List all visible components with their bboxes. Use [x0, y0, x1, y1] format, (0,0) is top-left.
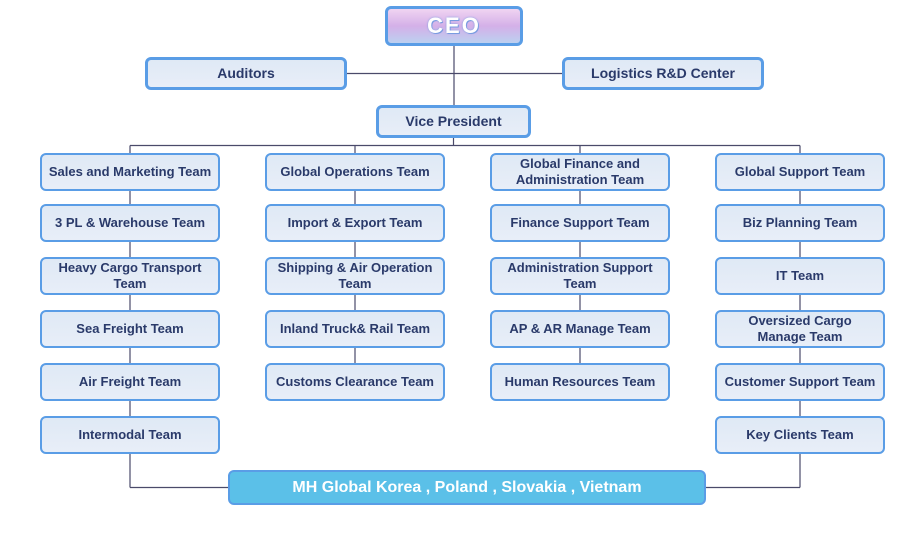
node-dep1: Sales and Marketing Team: [40, 153, 220, 191]
node-vp: Vice President: [376, 105, 531, 138]
node-c1r1: 3 PL & Warehouse Team: [40, 204, 220, 242]
node-label: Import & Export Team: [288, 215, 423, 231]
node-c1r4: Air Freight Team: [40, 363, 220, 401]
node-label: Global Support Team: [735, 164, 866, 180]
node-label: Administration Support Team: [498, 260, 662, 291]
node-label: IT Team: [776, 268, 824, 284]
node-label: Shipping & Air Operation Team: [273, 260, 437, 291]
node-auditors: Auditors: [145, 57, 347, 90]
node-c4r4: Customer Support Team: [715, 363, 885, 401]
node-label: 3 PL & Warehouse Team: [55, 215, 205, 231]
node-bottom: MH Global Korea , Poland , Slovakia , Vi…: [228, 470, 706, 505]
node-label: Human Resources Team: [505, 374, 656, 390]
node-label: Customer Support Team: [725, 374, 876, 390]
node-label: Intermodal Team: [78, 427, 181, 443]
node-dep2: Global Operations Team: [265, 153, 445, 191]
node-label: Inland Truck& Rail Team: [280, 321, 430, 337]
node-label: CEO: [427, 13, 481, 39]
node-c3r3: AP & AR Manage Team: [490, 310, 670, 348]
node-c2r4: Customs Clearance Team: [265, 363, 445, 401]
node-label: Biz Planning Team: [743, 215, 858, 231]
node-label: Heavy Cargo Transport Team: [48, 260, 212, 291]
node-label: MH Global Korea , Poland , Slovakia , Vi…: [292, 478, 641, 497]
node-c2r2: Shipping & Air Operation Team: [265, 257, 445, 295]
node-c3r1: Finance Support Team: [490, 204, 670, 242]
node-dep4: Global Support Team: [715, 153, 885, 191]
node-label: Vice President: [405, 113, 501, 130]
node-label: Logistics R&D Center: [591, 65, 735, 82]
node-c1r2: Heavy Cargo Transport Team: [40, 257, 220, 295]
node-ceo: CEO: [385, 6, 523, 46]
node-label: AP & AR Manage Team: [509, 321, 650, 337]
node-dep3: Global Finance and Administration Team: [490, 153, 670, 191]
node-rd: Logistics R&D Center: [562, 57, 764, 90]
node-c2r1: Import & Export Team: [265, 204, 445, 242]
node-c4r2: IT Team: [715, 257, 885, 295]
node-label: Key Clients Team: [746, 427, 853, 443]
node-label: Air Freight Team: [79, 374, 181, 390]
node-c3r2: Administration Support Team: [490, 257, 670, 295]
node-label: Global Finance and Administration Team: [498, 156, 662, 187]
node-c1r3: Sea Freight Team: [40, 310, 220, 348]
node-c1r5: Intermodal Team: [40, 416, 220, 454]
node-label: Oversized Cargo Manage Team: [723, 313, 877, 344]
node-c4r5: Key Clients Team: [715, 416, 885, 454]
node-label: Sales and Marketing Team: [49, 164, 211, 180]
node-c4r3: Oversized Cargo Manage Team: [715, 310, 885, 348]
node-label: Customs Clearance Team: [276, 374, 434, 390]
node-label: Global Operations Team: [280, 164, 429, 180]
node-label: Sea Freight Team: [76, 321, 183, 337]
node-c4r1: Biz Planning Team: [715, 204, 885, 242]
node-c3r4: Human Resources Team: [490, 363, 670, 401]
node-c2r3: Inland Truck& Rail Team: [265, 310, 445, 348]
node-label: Auditors: [217, 65, 275, 82]
node-label: Finance Support Team: [510, 215, 649, 231]
